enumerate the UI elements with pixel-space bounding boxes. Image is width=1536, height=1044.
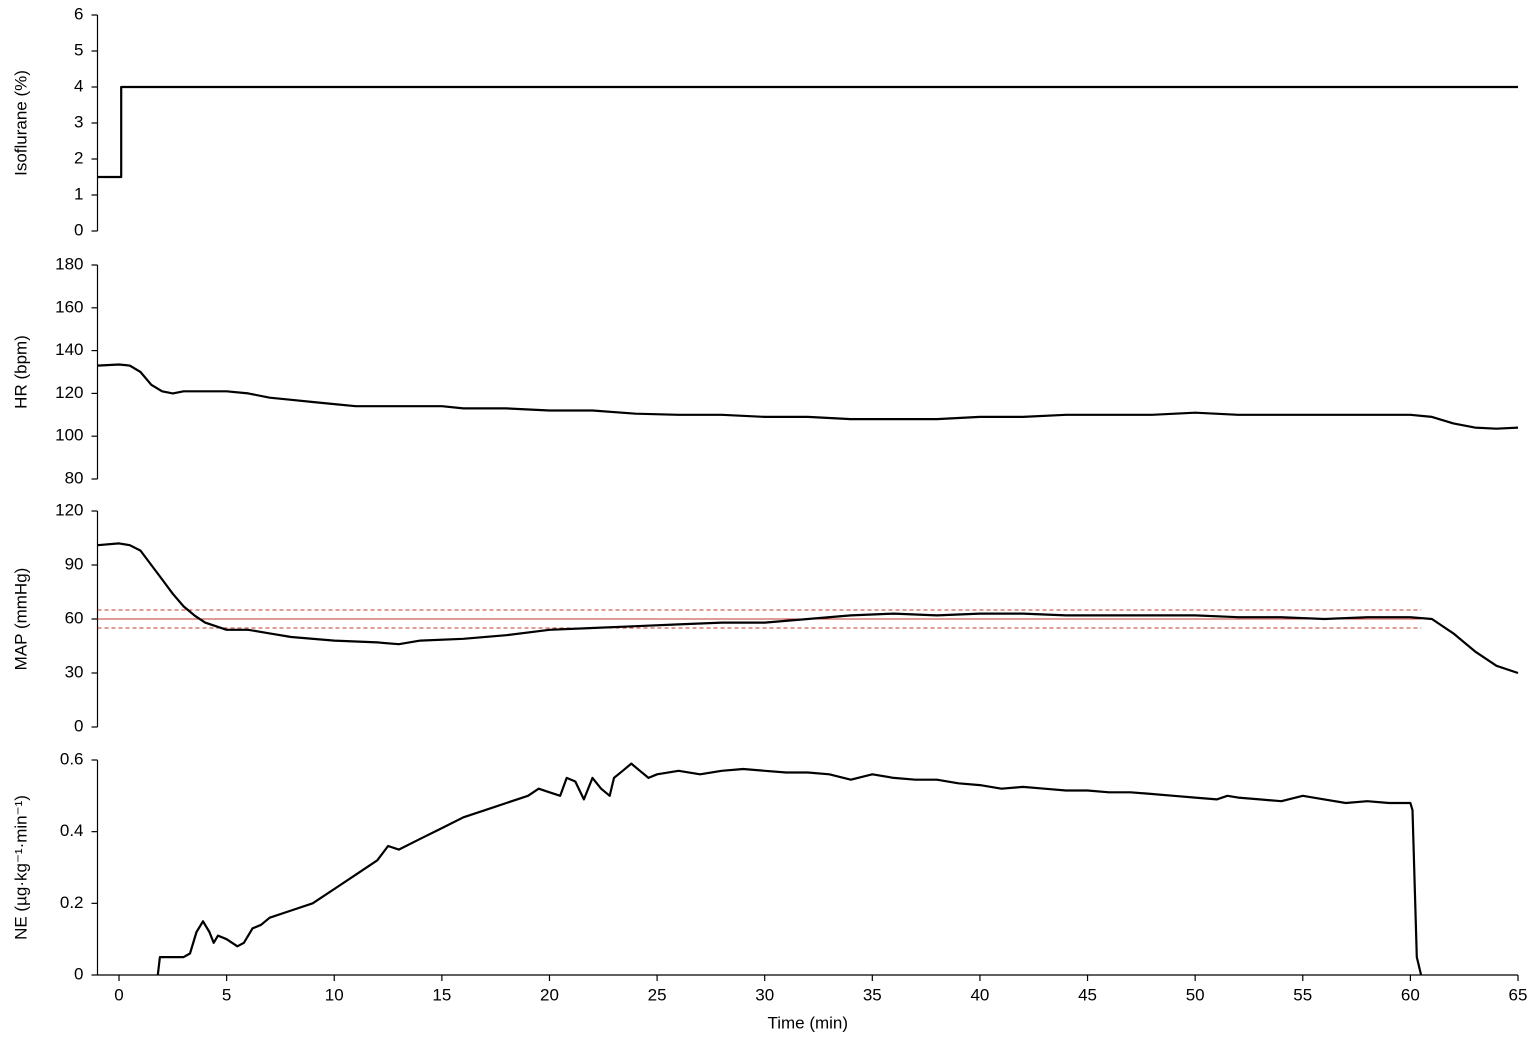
y-tick-label: 0.2	[60, 893, 84, 912]
y-tick-label: 1	[74, 184, 83, 203]
data-line	[97, 85, 1518, 179]
y-tick-label: 120	[55, 500, 83, 519]
y-tick-label: 120	[55, 383, 83, 402]
y-tick-label: 80	[65, 468, 84, 487]
y-tick-label: 0.6	[60, 749, 84, 768]
x-tick-label: 30	[755, 985, 774, 1004]
y-tick-label: 90	[65, 554, 84, 573]
x-tick-label: 65	[1509, 985, 1528, 1004]
x-tick-label: 10	[325, 985, 344, 1004]
y-axis-label: NE (µg·kg⁻¹·min⁻¹)	[11, 795, 30, 940]
data-line	[97, 542, 1519, 675]
y-axis-label: Isoflurane (%)	[11, 70, 30, 176]
x-tick-label: 0	[114, 985, 123, 1004]
y-tick-label: 6	[74, 4, 83, 23]
x-tick-label: 40	[970, 985, 989, 1004]
y-tick-label: 180	[55, 254, 83, 273]
x-tick-label: 45	[1078, 985, 1097, 1004]
x-tick-label: 15	[432, 985, 451, 1004]
x-tick-label: 50	[1186, 985, 1205, 1004]
x-tick-label: 25	[648, 985, 667, 1004]
y-tick-label: 0.4	[60, 821, 84, 840]
y-tick-label: 0	[74, 220, 83, 239]
x-tick-label: 5	[222, 985, 231, 1004]
y-tick-label: 2	[74, 148, 83, 167]
y-tick-label: 160	[55, 297, 83, 316]
x-tick-label: 55	[1293, 985, 1312, 1004]
x-tick-label: 60	[1401, 985, 1420, 1004]
x-axis-label: Time (min)	[767, 1013, 848, 1032]
y-tick-label: 5	[74, 40, 83, 59]
x-tick-label: 35	[863, 985, 882, 1004]
y-tick-label: 100	[55, 426, 83, 445]
y-tick-label: 0	[74, 964, 83, 983]
data-line	[156, 762, 1423, 976]
y-tick-label: 4	[74, 76, 83, 95]
data-line	[97, 363, 1519, 430]
y-axis-label: MAP (mmHg)	[11, 568, 30, 671]
y-tick-label: 60	[65, 608, 84, 627]
x-tick-label: 20	[540, 985, 559, 1004]
y-tick-label: 0	[74, 716, 83, 735]
y-tick-label: 30	[65, 662, 84, 681]
y-tick-label: 3	[74, 112, 83, 131]
y-tick-label: 140	[55, 340, 83, 359]
y-axis-label: HR (bpm)	[11, 335, 30, 409]
